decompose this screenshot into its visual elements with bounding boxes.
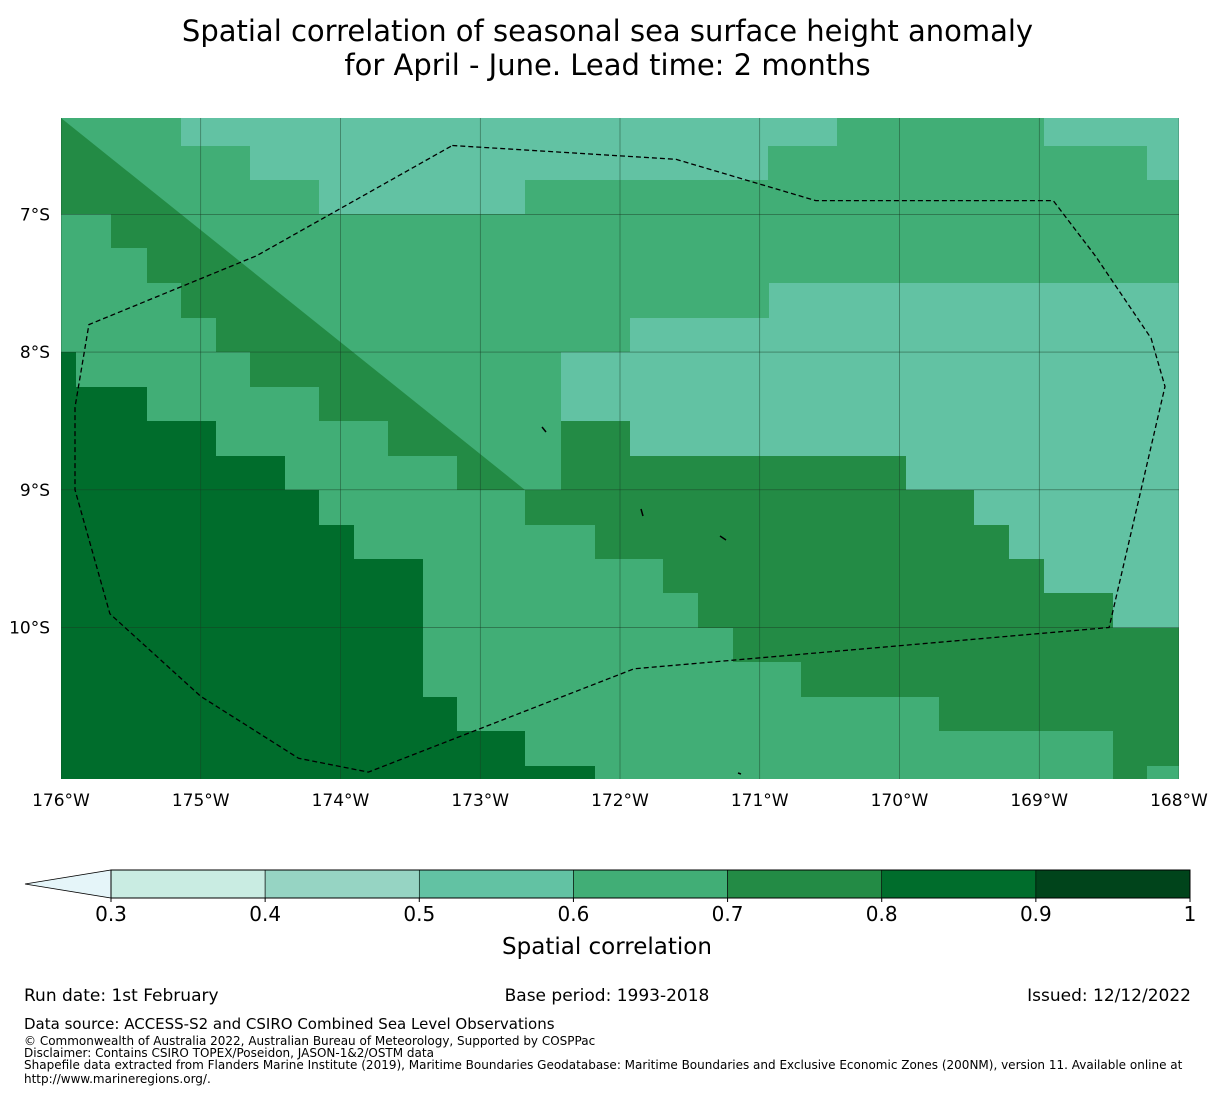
colorbar-segment: [881, 869, 1037, 899]
colorbar-tick-label: 0.6: [558, 902, 590, 926]
colorbar-tick-label: 1: [1184, 902, 1197, 926]
x-tick-label: 168°W: [1150, 791, 1208, 811]
correlation-band: [1044, 118, 1179, 180]
title-line-1: Spatial correlation of seasonal sea surf…: [181, 14, 1034, 48]
colorbar-tick-label: 0.4: [249, 902, 281, 926]
colorbar-tick-label: 0.3: [95, 902, 127, 926]
island-marker: [640, 508, 644, 517]
title-line-2: for April - June. Lead time: 2 months: [344, 48, 871, 82]
x-tick-label: 169°W: [1010, 791, 1068, 811]
colorbar-segment: [573, 869, 728, 899]
colorbar-tick-label: 0.9: [1020, 902, 1052, 926]
correlation-band: [561, 283, 1179, 628]
shapefile-credit: Shapefile data extracted from Flanders M…: [24, 1058, 1183, 1072]
colorbar-label: Spatial correlation: [502, 934, 712, 960]
x-tick-label: 171°W: [731, 791, 789, 811]
x-tick-label: 170°W: [871, 791, 929, 811]
island-marker: [719, 535, 727, 541]
y-axis: 7°S 8°S 9°S 10°S: [9, 205, 50, 638]
x-axis: 176°W 175°W 174°W 173°W 172°W 171°W 170°W 169°W…: [32, 791, 1208, 811]
island-marker: [541, 426, 547, 433]
eez-boundary: [74, 144, 1166, 773]
base-period: Base period: 1993-2018: [504, 986, 710, 1006]
graticule: [61, 118, 1179, 779]
island-markers: [541, 426, 742, 775]
colorbar-segment: [727, 869, 883, 899]
island-marker: [737, 772, 742, 775]
copyright: © Commonwealth of Australia 2022, Austra…: [24, 1034, 596, 1048]
y-tick-label: 8°S: [20, 343, 50, 363]
x-tick-label: 172°W: [591, 791, 649, 811]
x-tick-label: 176°W: [32, 791, 90, 811]
colorbar: 0.3 0.4 0.5 0.6 0.7 0.8 0.9 1 Spatial correlati…: [24, 869, 1197, 960]
x-tick-label: 174°W: [312, 791, 370, 811]
x-tick-label: 173°W: [451, 791, 509, 811]
correlation-band: [61, 352, 595, 779]
shapefile-url: http://www.marineregions.org/.: [24, 1072, 211, 1086]
colorbar-tick-label: 0.7: [712, 902, 744, 926]
colorbar-tick-label: 0.8: [866, 902, 898, 926]
run-date: Run date: 1st February: [24, 986, 219, 1006]
issued-date: Issued: 12/12/2022: [1027, 986, 1191, 1006]
colorbar-segment: [418, 869, 574, 899]
y-tick-label: 9°S: [20, 481, 50, 501]
correlation-band: [181, 118, 837, 214]
colorbar-underflow-triangle: [24, 869, 112, 899]
data-source: Data source: ACCESS-S2 and CSIRO Combine…: [24, 1015, 555, 1033]
y-tick-label: 10°S: [9, 619, 50, 639]
colorbar-segment: [264, 869, 420, 899]
field-corner: [1147, 766, 1179, 779]
x-tick-label: 175°W: [172, 791, 230, 811]
map-title: Spatial correlation of seasonal sea surf…: [0, 14, 1215, 82]
colorbar-tick-label: 0.5: [403, 902, 435, 926]
disclaimer: Disclaimer: Contains CSIRO TOPEX/Poseido…: [24, 1046, 434, 1060]
colorbar-outline: [110, 869, 1191, 899]
colorbar-segment: [1035, 869, 1191, 899]
field-corner: [1113, 731, 1147, 779]
colorbar-segment: [110, 869, 266, 899]
y-tick-label: 7°S: [20, 205, 50, 225]
